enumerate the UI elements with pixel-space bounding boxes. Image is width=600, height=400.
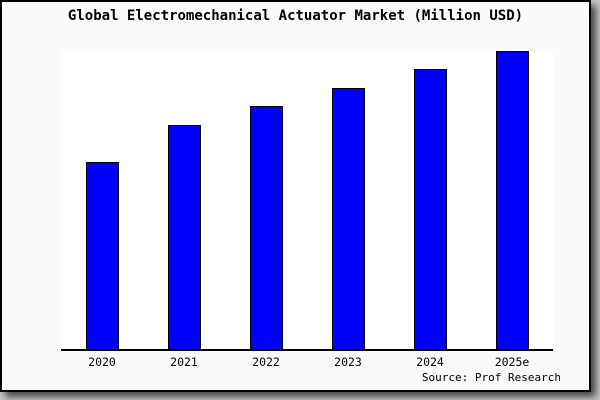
x-tick-label-2025e: 2025e [494, 355, 530, 369]
x-tick-label-2022: 2022 [252, 355, 280, 369]
bar-slot-2022 [225, 50, 307, 349]
source-credit: Source: Prof Research [421, 371, 561, 384]
bar-slot-2025e [471, 50, 553, 349]
plot-area [61, 50, 553, 351]
bar-2020 [85, 162, 119, 349]
chart-frame: Global Electromechanical Actuator Market… [0, 0, 591, 392]
bar-2021 [167, 125, 201, 349]
bar-2025e [495, 51, 529, 349]
x-tick-label-2023: 2023 [334, 355, 362, 369]
bar-slot-2023 [307, 50, 389, 349]
bars-container [61, 50, 553, 349]
bar-slot-2024 [389, 50, 471, 349]
x-tick-label-2020: 2020 [88, 355, 116, 369]
bar-2022 [249, 106, 283, 349]
bar-slot-2020 [61, 50, 143, 349]
chart-title: Global Electromechanical Actuator Market… [67, 8, 524, 24]
x-tick-label-2021: 2021 [170, 355, 198, 369]
x-tick-label-2024: 2024 [416, 355, 444, 369]
bar-slot-2021 [143, 50, 225, 349]
bar-2024 [413, 69, 447, 349]
x-axis-labels: 2020 2021 2022 2023 2024 2025e [61, 355, 553, 369]
bar-2023 [331, 88, 365, 349]
